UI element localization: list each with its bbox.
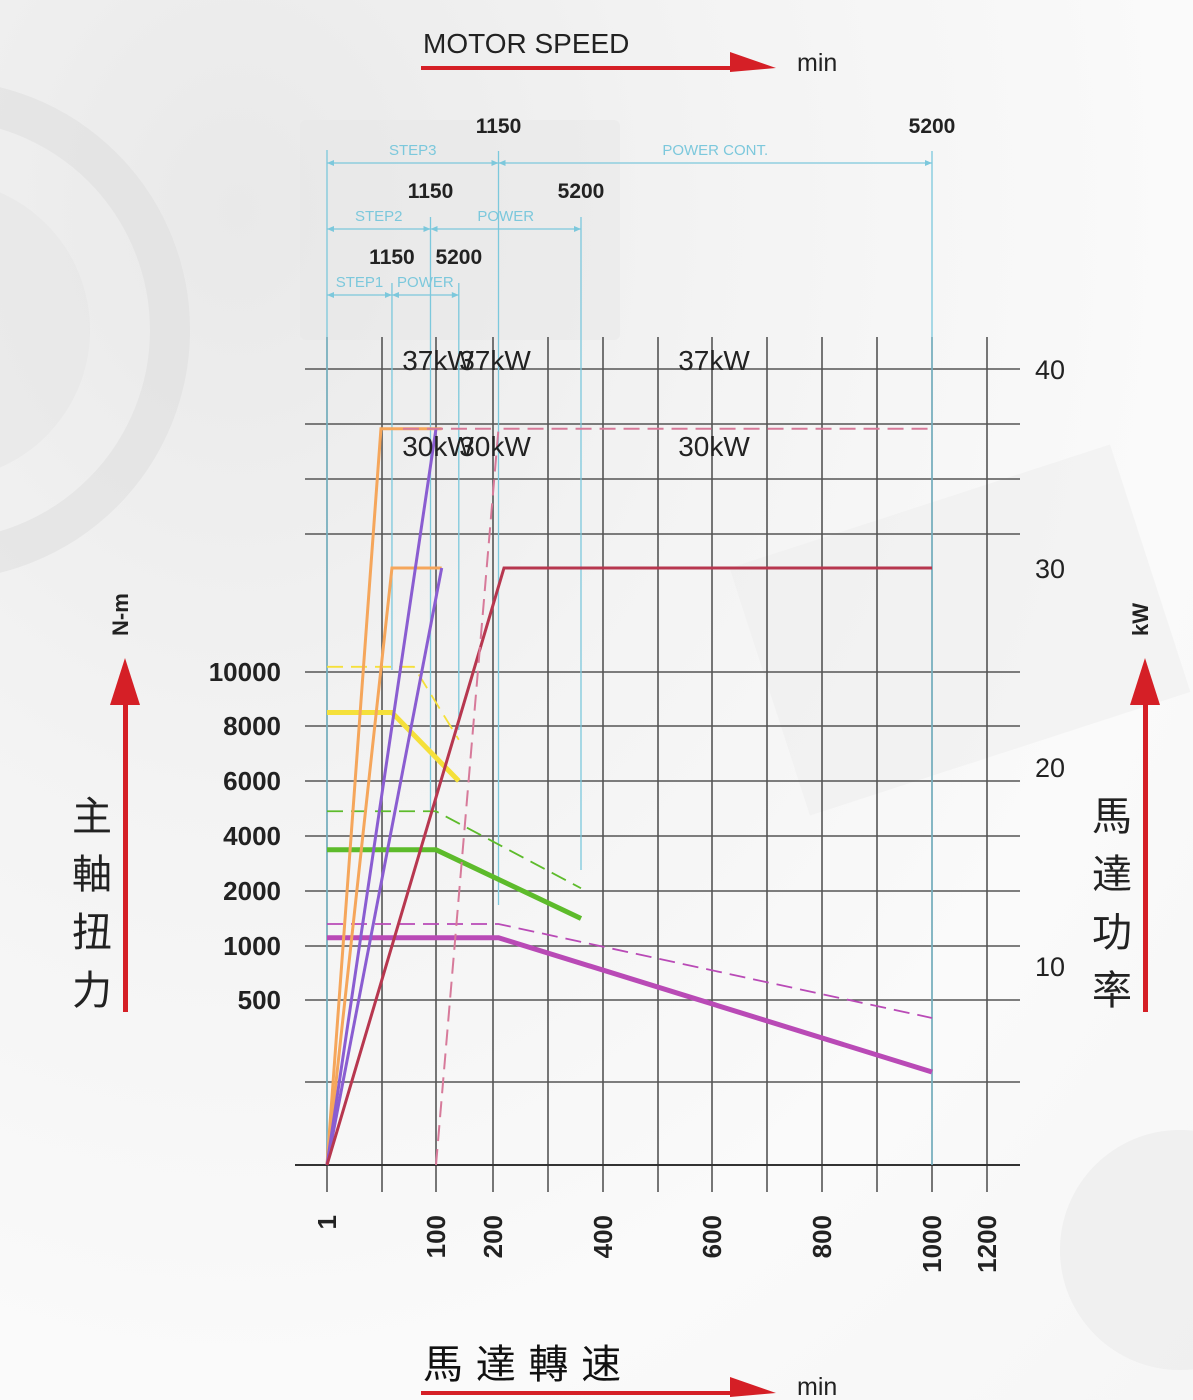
power-label: 30kW [459, 431, 531, 462]
y-right-title-char: 馬 [1092, 794, 1132, 840]
y-left-title-char: 力 [72, 968, 112, 1014]
y-left-tick-label: 500 [238, 985, 281, 1015]
y-left-arrow [110, 658, 140, 1012]
range-label: STEP3 [389, 142, 437, 159]
torque-curve [327, 665, 460, 741]
y-right-title-char: 率 [1092, 968, 1132, 1014]
power-curve [325, 567, 444, 1166]
background-decoration [0, 87, 1193, 1370]
range-label: POWER CONT. [662, 142, 768, 159]
power-curve [325, 428, 438, 1166]
range-arrowhead [574, 226, 581, 232]
range-speed-label: 5200 [909, 115, 956, 138]
y-left-title-char: 主 [72, 794, 112, 840]
range-label: POWER [477, 208, 534, 225]
range-speed-label: 5200 [435, 246, 482, 269]
range-speed-label: 1150 [476, 115, 522, 138]
y-right-arrow [1130, 658, 1160, 1012]
y-left-title-char: 軸 [72, 852, 112, 898]
y-right-title-char: 功 [1092, 910, 1132, 956]
power-label: 37kW [678, 345, 750, 376]
y-left-title-char: 扭 [72, 910, 112, 956]
x-tick-label: 200 [478, 1215, 508, 1258]
range-arrowhead [925, 160, 932, 166]
range-arrowhead [430, 226, 438, 232]
power-curve [325, 566, 442, 1166]
series [325, 427, 933, 1166]
power-curve [325, 566, 932, 1166]
y-right-tick-label: 30 [1035, 554, 1065, 584]
range-arrowhead [327, 160, 334, 166]
x-tick-label: 800 [807, 1215, 837, 1258]
range-arrowhead [327, 292, 334, 298]
power-label: 37kW [459, 345, 531, 376]
range-speed-label: 1150 [408, 180, 454, 203]
range-label: POWER [397, 274, 454, 291]
header-unit: min [797, 49, 837, 77]
power-label: 30kW [402, 431, 474, 462]
y-right-tick-label: 40 [1035, 355, 1065, 385]
y-left-tick-label: 2000 [223, 876, 281, 906]
y-left-tick-label: 4000 [223, 821, 281, 851]
power-label: 37kW [402, 345, 474, 376]
x-tick-label: 100 [421, 1215, 451, 1258]
header-arrow [421, 52, 776, 72]
range-arrowhead [327, 226, 334, 232]
footer-arrow [421, 1377, 776, 1397]
range-speed-label: 1150 [369, 246, 415, 269]
y-right-tick-label: 10 [1035, 952, 1065, 982]
range-arrowhead [391, 292, 399, 298]
power-curve [435, 427, 932, 1166]
power-label: 30kW [678, 431, 750, 462]
range-speed-label: 5200 [558, 180, 605, 203]
range-label: STEP2 [355, 208, 403, 225]
y-right-unit: kW [1128, 603, 1153, 636]
chart-title: MOTOR SPEED [423, 28, 629, 59]
y-right-title-char: 達 [1092, 852, 1132, 898]
x-tick-label: 600 [697, 1215, 727, 1258]
x-tick-label: 1 [312, 1215, 342, 1229]
x-tick-label: 1200 [972, 1215, 1002, 1273]
power-curve [325, 427, 442, 1166]
speed-ranges: STEP3 1150 POWER CONT. 5200 STEP2 1150 POWER 52… [326, 115, 956, 1165]
y-left-tick-label: 6000 [223, 766, 281, 796]
y-left-tick-label: 10000 [209, 657, 281, 687]
footer-unit: min [797, 1373, 837, 1400]
range-arrowhead [423, 226, 431, 232]
x-tick-label: 400 [588, 1215, 618, 1258]
y-left-unit: N-m [108, 593, 133, 636]
torque-curve [327, 710, 461, 783]
x-tick-label: 1000 [917, 1215, 947, 1273]
torque-curve [327, 923, 933, 1019]
range-arrowhead [491, 160, 499, 166]
y-right-tick-label: 20 [1035, 753, 1065, 783]
range-label: STEP1 [336, 274, 384, 291]
y-left-tick-label: 1000 [223, 931, 281, 961]
y-right-title: 馬 達 功 率 [1092, 794, 1132, 1014]
range-arrowhead [498, 160, 506, 166]
torque-curve [327, 847, 583, 921]
y-left-title: 主 軸 扭 力 [72, 794, 112, 1014]
y-left-tick-label: 8000 [223, 711, 281, 741]
torque-curve [327, 810, 582, 890]
torque-curve [327, 935, 933, 1075]
range-arrowhead [384, 292, 392, 298]
range-arrowhead [451, 292, 459, 298]
x-axis-title: 馬 達 轉 速 [423, 1342, 621, 1388]
